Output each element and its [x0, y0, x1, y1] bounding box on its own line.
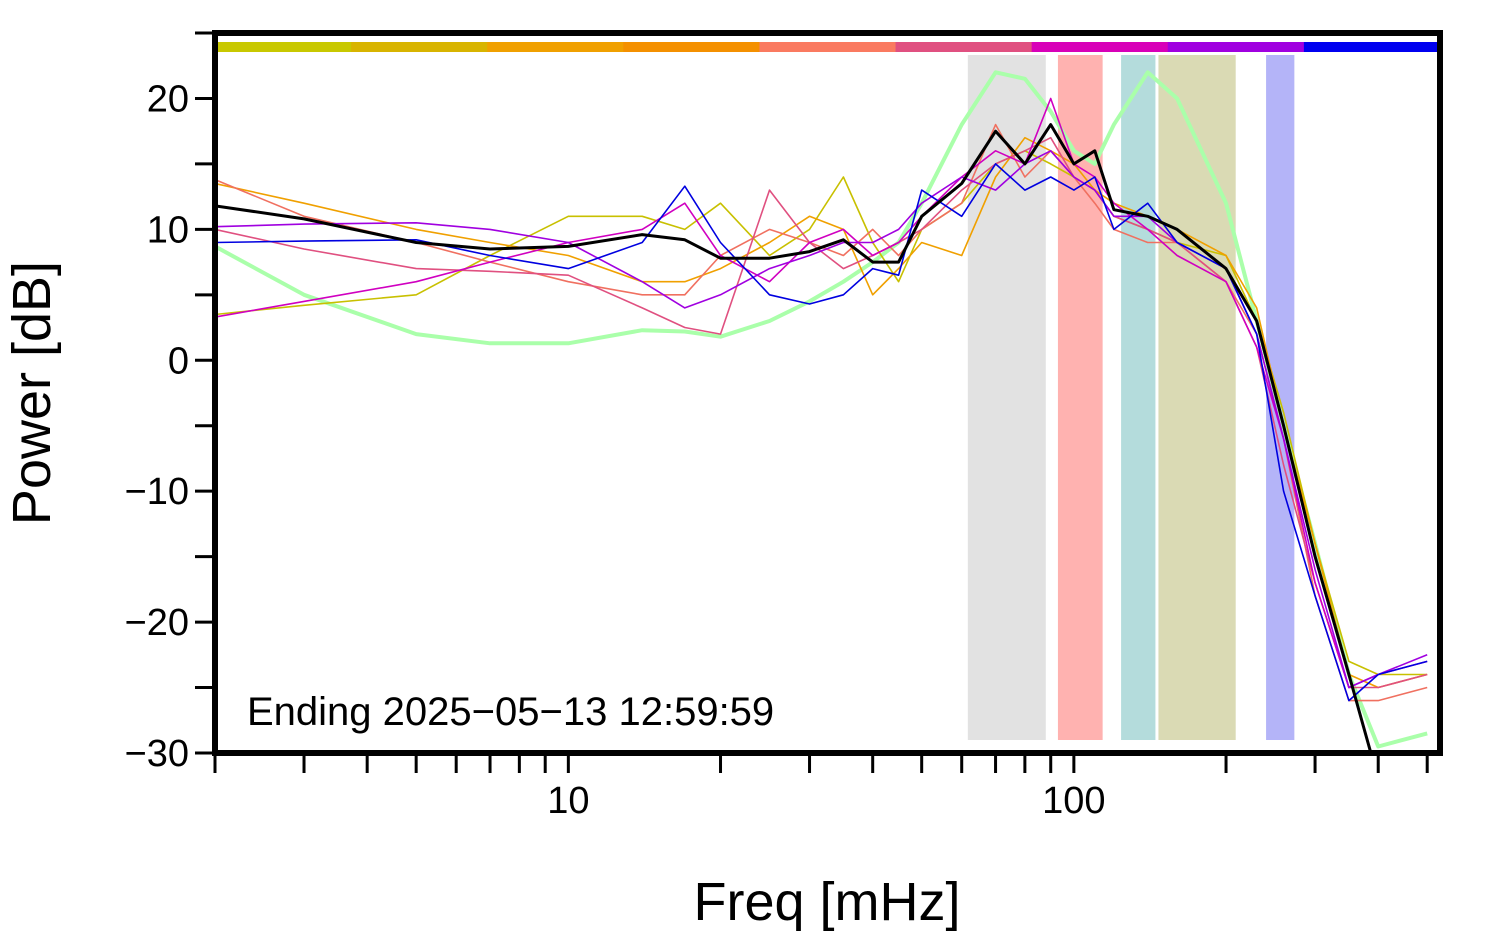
series-line — [215, 150, 1428, 676]
annotation: Ending 2025−05−13 12:59:59 — [247, 690, 774, 734]
color-bar-segment — [351, 42, 488, 52]
color-bar-segment — [895, 42, 1033, 52]
band — [1057, 55, 1103, 740]
color-bar-segment — [1167, 42, 1305, 52]
y-tick-label: 10 — [147, 209, 189, 251]
frame — [212, 30, 1443, 756]
band — [1121, 55, 1156, 740]
y-tick-label: −10 — [125, 471, 189, 513]
lines — [215, 70, 1428, 753]
series-line — [215, 97, 1428, 689]
y-axis-label: Power [dB] — [2, 261, 62, 525]
x-tick-label: 10 — [547, 780, 589, 822]
x-tick-label: 100 — [1042, 780, 1105, 822]
color-bar-segment — [1303, 42, 1441, 52]
series-line — [215, 123, 1373, 753]
series-line — [215, 163, 1428, 702]
color-bar-segment — [623, 42, 760, 52]
x-axis-label: Freq [mHz] — [693, 872, 960, 932]
y-tick-label: 0 — [168, 340, 189, 382]
bands — [967, 55, 1295, 740]
y-tick-label: −20 — [125, 602, 189, 644]
y-tick-label: 20 — [147, 78, 189, 120]
series-line — [215, 136, 1428, 689]
color-bar-segment — [215, 42, 352, 52]
color-bar-segment — [487, 42, 624, 52]
y-tick-label: −30 — [125, 733, 189, 775]
series-line — [215, 136, 1428, 689]
color-bar-segment — [759, 42, 897, 52]
color-bar — [215, 42, 1441, 52]
color-bar-segment — [1031, 42, 1169, 52]
series-line — [215, 70, 1428, 749]
band — [1158, 55, 1236, 740]
band — [1266, 55, 1295, 740]
series-line — [215, 150, 1428, 689]
